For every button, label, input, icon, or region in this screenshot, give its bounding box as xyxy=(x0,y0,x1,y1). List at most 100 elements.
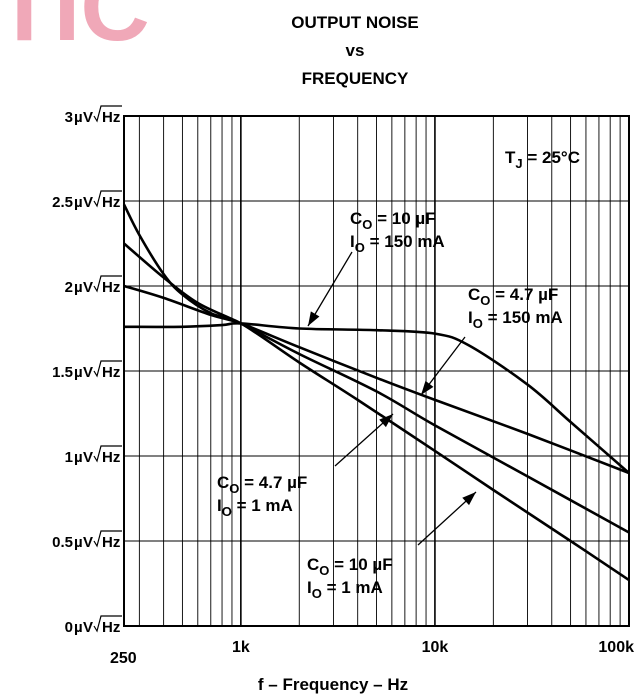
series-line-2 xyxy=(123,242,630,534)
x-tick-label: 250 xyxy=(110,650,137,667)
annotation-arrow-1 xyxy=(307,251,353,327)
y-unit-volt: V xyxy=(83,449,93,466)
annotation-current: IO = 150 mA xyxy=(350,232,445,255)
y-unit-volt: V xyxy=(83,109,93,126)
annotation-arrow-4 xyxy=(417,491,477,546)
y-tick-value: 0 xyxy=(65,619,73,636)
y-tick-label: 0.5 µ V Hz xyxy=(52,530,122,551)
value: = 10 µF xyxy=(329,555,392,574)
y-unit-volt: V xyxy=(83,279,93,296)
series-line-3 xyxy=(123,284,630,475)
y-tick-value: 3 xyxy=(65,109,73,126)
annotation-capacitance: CO = 4.7 µF xyxy=(468,285,558,308)
value: = 150 mA xyxy=(365,232,445,251)
annotation-arrows xyxy=(307,251,477,546)
x-axis-label: f – Frequency – Hz xyxy=(258,675,408,694)
y-unit-hz: Hz xyxy=(102,364,120,381)
chart-title-line-3: FREQUENCY xyxy=(302,69,409,88)
y-axis-tick-labels: 0 µ V Hz0.5 µ V Hz1 µ V Hz1.5 µ V Hz2 µ V Hz2.5 µ V Hz3 µ V H… xyxy=(52,105,122,636)
arrow-head xyxy=(308,311,320,326)
annotation-arrow-3 xyxy=(334,413,394,467)
annotation-3: CO = 4.7 µF IO = 1 mA xyxy=(217,473,307,519)
y-tick-label: 2.5 µ V Hz xyxy=(52,190,122,211)
symbol: I xyxy=(350,232,355,251)
value: = 4.7 µF xyxy=(239,473,307,492)
y-unit-hz: Hz xyxy=(102,534,120,551)
symbol: I xyxy=(307,578,312,597)
symbol: C xyxy=(350,209,362,228)
y-unit-micro: µ xyxy=(74,194,83,211)
value: = 1 mA xyxy=(322,578,383,597)
y-tick-value: 0.5 xyxy=(52,534,73,551)
annotation-current: IO = 1 mA xyxy=(217,496,293,519)
y-unit-hz: Hz xyxy=(102,109,120,126)
sqrt-symbol xyxy=(93,105,122,123)
subscript: O xyxy=(229,481,239,496)
symbol: I xyxy=(468,308,473,327)
subscript: O xyxy=(319,563,329,578)
annotation-current: IO = 150 mA xyxy=(468,308,563,331)
watermark-logo: TIC xyxy=(0,0,150,61)
sqrt-symbol xyxy=(93,615,122,633)
arrow-head xyxy=(462,492,476,506)
y-tick-label: 0 µ V Hz xyxy=(65,615,122,636)
value: = 25°C xyxy=(523,148,580,167)
y-tick-value: 2.5 xyxy=(52,194,73,211)
annotation-capacitance: CO = 10 µF xyxy=(307,555,393,578)
x-tick-label: 1k xyxy=(232,639,250,656)
y-tick-label: 1 µ V Hz xyxy=(65,445,122,466)
x-axis-tick-labels: 250 1k 10k 100k xyxy=(110,639,634,667)
series-line-4 xyxy=(123,321,630,474)
y-unit-micro: µ xyxy=(74,279,83,296)
plot-frame xyxy=(123,115,630,627)
annotation-current: IO = 1 mA xyxy=(307,578,383,601)
y-unit-micro: µ xyxy=(74,534,83,551)
subscript: O xyxy=(480,293,490,308)
y-tick-label: 1.5 µ V Hz xyxy=(52,360,122,381)
sqrt-symbol xyxy=(93,275,122,293)
value: = 4.7 µF xyxy=(490,285,558,304)
y-tick-value: 1 xyxy=(65,449,73,466)
arrow-head xyxy=(421,380,434,395)
value: = 1 mA xyxy=(232,496,293,515)
subscript: O xyxy=(222,504,232,519)
y-unit-micro: µ xyxy=(74,619,83,636)
y-unit-hz: Hz xyxy=(102,449,120,466)
annotation-arrow-2 xyxy=(420,336,466,396)
subscript: O xyxy=(312,586,322,601)
chart-title-line-1: OUTPUT NOISE xyxy=(291,13,419,32)
value: = 10 µF xyxy=(372,209,435,228)
y-unit-hz: Hz xyxy=(102,279,120,296)
symbol: T xyxy=(505,148,516,167)
symbol: C xyxy=(468,285,480,304)
y-unit-volt: V xyxy=(83,619,93,636)
y-unit-micro: µ xyxy=(74,449,83,466)
grid-lines xyxy=(123,115,630,627)
y-tick-value: 1.5 xyxy=(52,364,73,381)
chart-title-line-2: vs xyxy=(346,41,365,60)
subscript: J xyxy=(515,156,522,171)
subscript: O xyxy=(362,217,372,232)
y-tick-value: 2 xyxy=(65,279,73,296)
series-curves xyxy=(122,203,630,582)
annotation-capacitance: CO = 10 µF xyxy=(350,209,436,232)
series-line-1 xyxy=(122,203,630,582)
sqrt-symbol xyxy=(93,360,122,378)
symbol: C xyxy=(307,555,319,574)
y-unit-volt: V xyxy=(83,364,93,381)
arrow-head xyxy=(379,414,393,428)
sqrt-symbol xyxy=(93,445,122,463)
temperature-condition: TJ = 25°C xyxy=(505,148,580,171)
arrow-shaft xyxy=(307,251,353,327)
y-tick-label: 2 µ V Hz xyxy=(65,275,122,296)
symbol: C xyxy=(217,473,229,492)
y-unit-micro: µ xyxy=(74,364,83,381)
x-tick-label: 10k xyxy=(422,639,449,656)
y-unit-volt: V xyxy=(83,194,93,211)
y-unit-volt: V xyxy=(83,534,93,551)
